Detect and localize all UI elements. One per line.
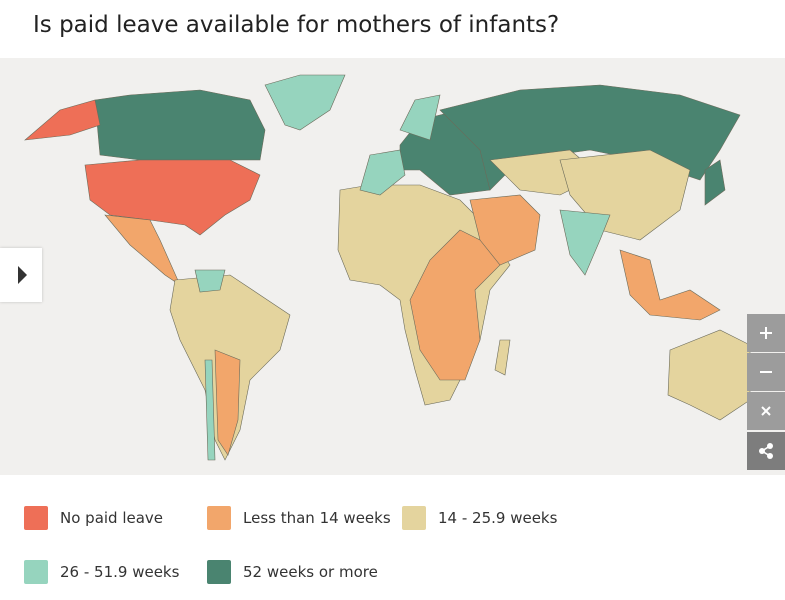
region [359,149,406,196]
legend-swatch [207,560,231,584]
region [194,269,226,293]
minus-icon [760,371,772,373]
legend-item[interactable]: No paid leave [24,506,163,530]
legend-swatch [24,506,48,530]
region [399,94,441,141]
legend-label: 52 weeks or more [243,563,378,581]
legend-item[interactable]: 52 weeks or more [207,560,378,584]
legend-label: 14 - 25.9 weeks [438,509,558,527]
region [704,159,726,206]
region [619,249,721,321]
legend-label: 26 - 51.9 weeks [60,563,180,581]
region [494,339,511,376]
region [214,349,241,456]
region [667,329,751,421]
legend-swatch [402,506,426,530]
share[interactable] [747,432,785,470]
region [84,159,261,236]
legend-swatch [207,506,231,530]
zoom-out[interactable] [747,353,785,391]
toggle-icon [18,266,27,284]
title: Is paid leave available for mothers of i… [33,12,560,38]
zoom-in[interactable] [747,314,785,352]
share-icon [759,443,773,459]
reset[interactable] [747,392,785,430]
panel-toggle[interactable] [0,248,42,302]
legend-item[interactable]: Less than 14 weeks [207,506,391,530]
region [24,99,101,141]
region [264,74,346,131]
legend-label: Less than 14 weeks [243,509,391,527]
plus-icon [760,327,772,339]
close-icon [761,406,771,416]
region [94,89,266,161]
region [469,194,541,266]
legend-item[interactable]: 14 - 25.9 weeks [402,506,557,530]
region [204,359,216,461]
legend-item[interactable]: 26 - 51.9 weeks [24,560,179,584]
region [104,214,181,286]
region [559,209,611,276]
legend-swatch [24,560,48,584]
world-map [0,58,785,475]
legend-label: No paid leave [60,509,164,527]
